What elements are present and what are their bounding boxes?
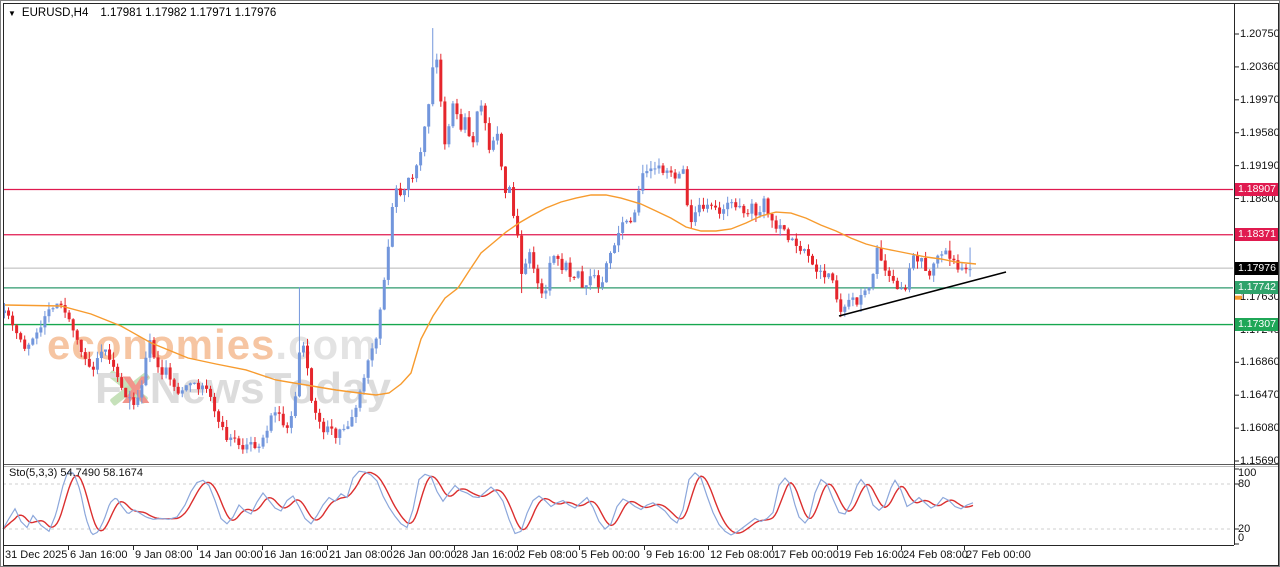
- candles-layer: [3, 28, 972, 454]
- ma-axis-marker: [1235, 295, 1242, 300]
- time-tick-label: 17 Feb 00:00: [774, 549, 839, 561]
- time-tick-label: 24 Feb 08:00: [903, 549, 968, 561]
- chart-header: ▼ EURUSD,H4 1.17981 1.17982 1.17971 1.17…: [8, 7, 276, 19]
- support-price-flag[interactable]: 1.17307: [1235, 318, 1279, 332]
- price-tick-label: 1.19190: [1240, 159, 1280, 172]
- price-tick-label: 1.16080: [1240, 422, 1280, 435]
- time-tick-label: 9 Jan 08:00: [135, 549, 193, 561]
- time-tick-label: 27 Feb 00:00: [966, 549, 1031, 561]
- level-lines-layer: [3, 188, 1233, 326]
- current-price-price-flag[interactable]: 1.17976: [1235, 261, 1279, 275]
- time-tick-label: 14 Jan 00:00: [199, 549, 263, 561]
- price-tick-label: 1.20750: [1240, 28, 1280, 40]
- stochastic-tick-label: 100: [1238, 467, 1257, 479]
- time-tick-label: 2 Feb 08:00: [519, 549, 578, 561]
- time-tick-label: 19 Feb 16:00: [839, 549, 904, 561]
- resistance-price-flag[interactable]: 1.18371: [1235, 228, 1279, 242]
- price-tick-label: 1.15690: [1240, 455, 1280, 467]
- stochastic-layer: [2, 470, 1233, 536]
- price-tick-label: 1.16860: [1240, 356, 1280, 369]
- support-price-flag[interactable]: 1.17742: [1235, 281, 1279, 295]
- watermark-com-text: .com: [275, 321, 378, 368]
- symbol-dropdown-icon[interactable]: ▼: [8, 8, 16, 18]
- moving-average-line: [4, 194, 977, 396]
- price-tick-label: 1.16470: [1240, 389, 1280, 402]
- time-tick-label: 9 Feb 16:00: [646, 549, 705, 561]
- axis-ticks: [3, 33, 1239, 550]
- time-tick-label: 31 Dec 2025: [5, 549, 68, 561]
- resistance-price-flag[interactable]: 1.18907: [1235, 183, 1279, 197]
- stochastic-tick-label: 0: [1238, 532, 1245, 544]
- time-tick-label: 5 Feb 00:00: [581, 549, 640, 561]
- time-tick-label: 21 Jan 08:00: [329, 549, 393, 561]
- time-tick-label: 12 Feb 08:00: [710, 549, 775, 561]
- time-tick-label: 16 Jan 16:00: [264, 549, 328, 561]
- price-tick-label: 1.19970: [1240, 93, 1280, 106]
- symbol-title: EURUSD,H4: [21, 7, 89, 19]
- price-tick-label: 1.20360: [1240, 60, 1280, 73]
- indicator-label: Sto(5,3,3) 54.7490 58.1674: [9, 467, 143, 479]
- stochastic-signal-line: [2, 471, 974, 534]
- time-tick-label: 28 Jan 16:00: [456, 549, 520, 561]
- panel-separators: [4, 4, 1278, 546]
- price-tick-label: 1.19580: [1240, 126, 1280, 139]
- stochastic-tick-label: 80: [1238, 478, 1251, 490]
- stochastic-main-line: [2, 470, 974, 536]
- stochastic-tick-label: 20: [1238, 523, 1251, 535]
- time-tick-label: 26 Jan 00:00: [393, 549, 457, 561]
- trendline[interactable]: [838, 271, 1007, 317]
- ohlc-values: 1.17981 1.17982 1.17971 1.17976: [100, 7, 277, 19]
- time-tick-label: 6 Jan 16:00: [70, 549, 128, 561]
